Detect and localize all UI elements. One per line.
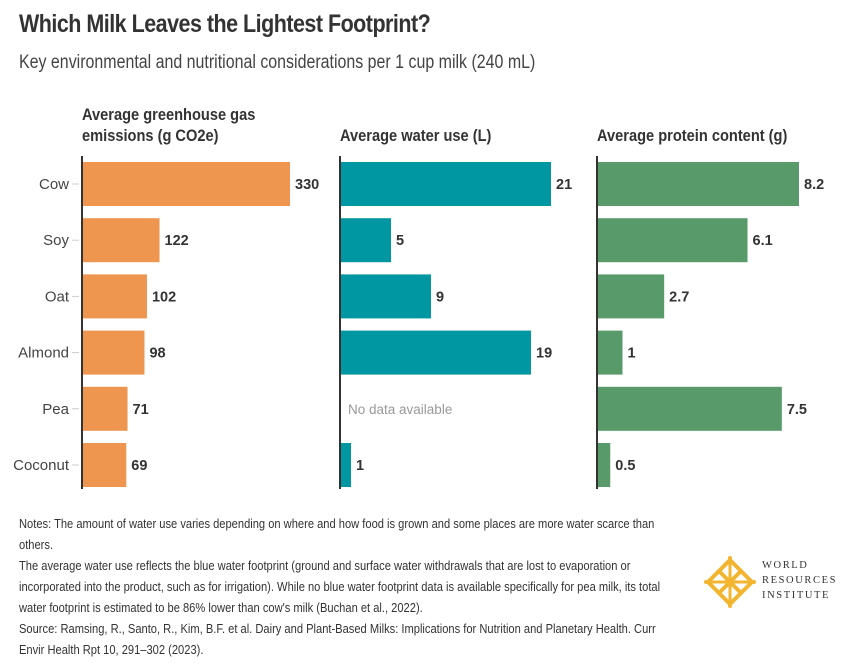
category-label-almond: Almond xyxy=(18,345,69,362)
panel-title-water: Average water use (L) xyxy=(340,125,491,146)
bar-0-soy xyxy=(83,218,160,263)
panel-title-protein-line1: Average protein content (g) xyxy=(597,126,788,145)
chart-subtitle: Key environmental and nutritional consid… xyxy=(19,52,536,73)
no-data-label: No data available xyxy=(348,402,452,417)
panel-title-water-line1: Average water use (L) xyxy=(340,126,492,145)
category-label-cow: Cow xyxy=(39,176,69,193)
value-label-1-oat: 9 xyxy=(436,289,444,305)
note-water-variation: Notes: The amount of water use varies de… xyxy=(19,516,655,552)
bar-0-coconut xyxy=(83,443,127,487)
value-label-0-coconut: 69 xyxy=(131,458,147,474)
bar-0-almond xyxy=(83,330,145,375)
value-label-2-soy: 6.1 xyxy=(753,233,773,249)
bar-1-soy xyxy=(341,218,391,263)
note-blue-water: The average water use reflects the blue … xyxy=(19,558,661,615)
bar-0-pea xyxy=(83,386,128,431)
value-label-2-coconut: 0.5 xyxy=(615,458,635,474)
category-label-pea: Pea xyxy=(42,401,69,418)
category-label-coconut: Coconut xyxy=(13,457,70,474)
value-label-0-soy: 122 xyxy=(165,233,189,249)
value-label-2-pea: 7.5 xyxy=(787,402,807,418)
value-label-1-coconut: 1 xyxy=(356,458,364,474)
wri-logo: WORLD RESOURCES INSTITUTE xyxy=(704,556,864,608)
panel-title-ghg-line2: emissions (g CO2e) xyxy=(82,126,219,145)
bar-0-cow xyxy=(83,162,290,206)
wri-knot-icon xyxy=(704,556,756,608)
value-label-0-cow: 330 xyxy=(295,177,319,193)
notes: Notes: The amount of water use varies de… xyxy=(19,513,680,660)
bar-2-pea xyxy=(598,386,782,431)
value-label-1-almond: 19 xyxy=(536,346,552,362)
bar-2-soy xyxy=(598,218,748,263)
bar-1-almond xyxy=(341,330,531,375)
bar-2-almond xyxy=(598,330,623,375)
value-label-2-oat: 2.7 xyxy=(669,289,689,305)
bar-1-cow xyxy=(341,162,551,206)
category-label-oat: Oat xyxy=(45,288,70,305)
value-label-0-pea: 71 xyxy=(133,402,149,418)
value-label-2-cow: 8.2 xyxy=(804,177,824,193)
panel-title-ghg: Average greenhouse gas emissions (g CO2e… xyxy=(82,104,255,146)
value-label-1-soy: 5 xyxy=(396,233,404,249)
bar-2-oat xyxy=(598,274,665,319)
chart-title: Which Milk Leaves the Lightest Footprint… xyxy=(19,10,431,38)
value-label-0-almond: 98 xyxy=(149,346,165,362)
bar-2-coconut xyxy=(598,443,611,487)
panel-title-protein: Average protein content (g) xyxy=(597,125,787,146)
panel-title-ghg-line1: Average greenhouse gas xyxy=(82,105,256,124)
wri-line3: INSTITUTE xyxy=(762,590,831,601)
wri-line2: RESOURCES xyxy=(762,575,838,586)
wri-wordmark: WORLD RESOURCES INSTITUTE xyxy=(762,558,837,603)
bar-2-cow xyxy=(598,162,799,206)
bar-0-oat xyxy=(83,274,147,319)
value-label-1-cow: 21 xyxy=(556,177,572,193)
category-label-soy: Soy xyxy=(43,232,69,249)
bar-1-coconut xyxy=(341,443,351,487)
bar-chart: Cow Soy Oat Almond Pea Coconut 330 122 102 98 71 69… xyxy=(13,156,824,489)
bar-1-oat xyxy=(341,274,431,319)
wri-line1: WORLD xyxy=(762,560,809,571)
note-source: Source: Ramsing, R., Santo, R., Kim, B.F… xyxy=(19,621,656,657)
value-label-0-oat: 102 xyxy=(152,289,176,305)
value-label-2-almond: 1 xyxy=(628,346,636,362)
